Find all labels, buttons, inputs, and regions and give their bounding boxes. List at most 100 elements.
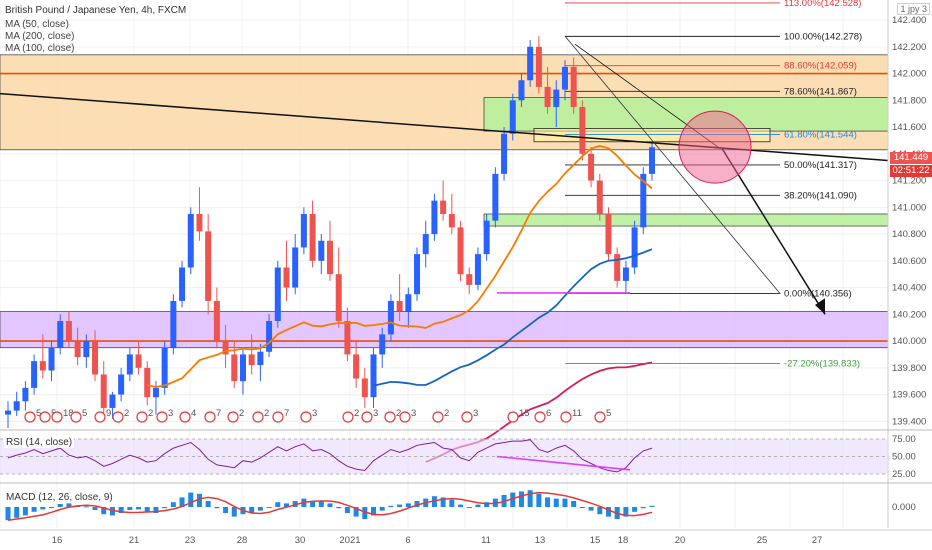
candle-body-52 [457, 227, 464, 275]
fib-label-6: 38.20%(141.090) [784, 190, 857, 201]
candle-body-65 [570, 66, 577, 107]
event-marker-7 [156, 411, 168, 423]
time-tick-3: 28 [237, 535, 248, 546]
candle-body-41 [361, 378, 368, 398]
candle-body-72 [631, 227, 638, 268]
macd-bar-35 [310, 501, 316, 507]
price-tick-11: 140.200 [892, 309, 926, 320]
event-label-8: 4 [191, 408, 196, 419]
macd-bar-24 [214, 507, 220, 509]
macd-bar-41 [362, 507, 368, 519]
time-tick-7: 11 [481, 535, 491, 546]
candle-body-60 [527, 46, 534, 81]
event-label-3: 5 [82, 408, 87, 419]
time-tick-8: 13 [535, 535, 546, 546]
event-label-18: 2 [444, 408, 449, 419]
arrow-line [721, 148, 826, 315]
event-marker-8 [179, 411, 191, 423]
ma200-legend: MA (200, close) [5, 31, 75, 42]
fib-label-1: 100.00%(142.278) [784, 31, 862, 42]
time-tick-2: 23 [185, 535, 196, 546]
candle-body-4 [39, 361, 46, 371]
price-tick-14: 139.600 [892, 390, 926, 401]
macd-bar-66 [579, 507, 585, 508]
rsi-line [7, 439, 653, 473]
currency-badge[interactable]: 1 jpy 3 [897, 3, 930, 15]
candle-body-27 [239, 354, 246, 382]
macd-bar-52 [458, 504, 464, 507]
candle-body-1 [13, 401, 20, 411]
candle-body-64 [561, 66, 568, 90]
rsi-tick-2: 25.00 [892, 469, 916, 480]
macd-bar-40 [353, 507, 359, 517]
event-markers: 551859223472273232323156115 [24, 408, 611, 423]
candle-body-15 [135, 354, 142, 368]
event-marker-2 [51, 411, 63, 423]
candle-body-26 [231, 354, 238, 382]
event-label-2: 18 [63, 408, 74, 419]
macd-bar-18 [162, 507, 168, 509]
event-marker-21 [534, 411, 546, 423]
macd-bar-42 [371, 507, 377, 516]
macd-bar-14 [127, 507, 133, 510]
candle-body-71 [622, 267, 629, 281]
event-label-11: 2 [264, 408, 269, 419]
macd-bar-49 [431, 496, 437, 507]
candle-body-66 [579, 107, 586, 154]
macd-bar-20 [179, 497, 185, 507]
candle-body-22 [196, 214, 203, 232]
macd-bar-61 [536, 493, 542, 507]
price-tick-9: 140.600 [892, 256, 926, 267]
macd-bar-37 [327, 503, 333, 507]
countdown-label: 02:51:22 [890, 165, 932, 177]
event-marker-6 [136, 411, 148, 423]
macd-bar-53 [466, 507, 472, 508]
candle-body-24 [213, 300, 220, 342]
candle-body-42 [370, 354, 377, 398]
candle-body-8 [74, 341, 81, 358]
candle-body-58 [509, 100, 516, 134]
macd-bar-74 [649, 505, 655, 507]
price-tick-2: 142.000 [892, 69, 926, 80]
macd-bar-63 [553, 498, 559, 507]
macd-bar-7 [66, 503, 72, 507]
time-tick-9: 15 [590, 535, 601, 546]
macd-bar-36 [318, 501, 324, 507]
candle-body-34 [300, 214, 307, 248]
candle-body-49 [431, 200, 438, 235]
macd-bar-1 [14, 507, 20, 518]
event-label-12: 7 [284, 408, 289, 419]
macd-bar-47 [414, 501, 420, 507]
macd-bar-28 [249, 507, 255, 513]
candle-body-13 [118, 374, 125, 395]
candle-body-43 [379, 334, 386, 355]
candle-body-73 [640, 173, 647, 228]
candle-body-20 [179, 267, 186, 301]
ma50-line [147, 144, 653, 388]
candle-body-74 [649, 147, 655, 174]
event-label-7: 3 [168, 408, 173, 419]
macd-bar-69 [605, 507, 611, 517]
time-tick-5: 2021 [339, 535, 360, 546]
macd-bar-60 [527, 490, 533, 507]
candle-body-54 [474, 254, 481, 285]
fib-label-5: 50.00%(141.317) [784, 160, 857, 171]
candle-body-7 [65, 321, 72, 342]
event-label-23: 5 [606, 408, 611, 419]
event-label-9: 7 [216, 408, 221, 419]
fib-triangle [564, 35, 781, 294]
event-label-16: 2 [396, 408, 401, 419]
candle-body-3 [31, 361, 38, 388]
candle-body-48 [422, 234, 429, 255]
ma50-legend: MA (50, close) [5, 19, 69, 30]
macd-bar-50 [440, 497, 446, 507]
macd-bar-39 [344, 507, 350, 513]
event-label-15: 3 [373, 408, 378, 419]
macd-histogram [5, 490, 655, 521]
event-marker-12 [272, 411, 284, 423]
candle-body-11 [100, 374, 107, 408]
candle-body-18 [161, 347, 168, 388]
event-marker-11 [252, 411, 264, 423]
time-tick-0: 16 [52, 535, 63, 546]
event-marker-9 [204, 411, 216, 423]
